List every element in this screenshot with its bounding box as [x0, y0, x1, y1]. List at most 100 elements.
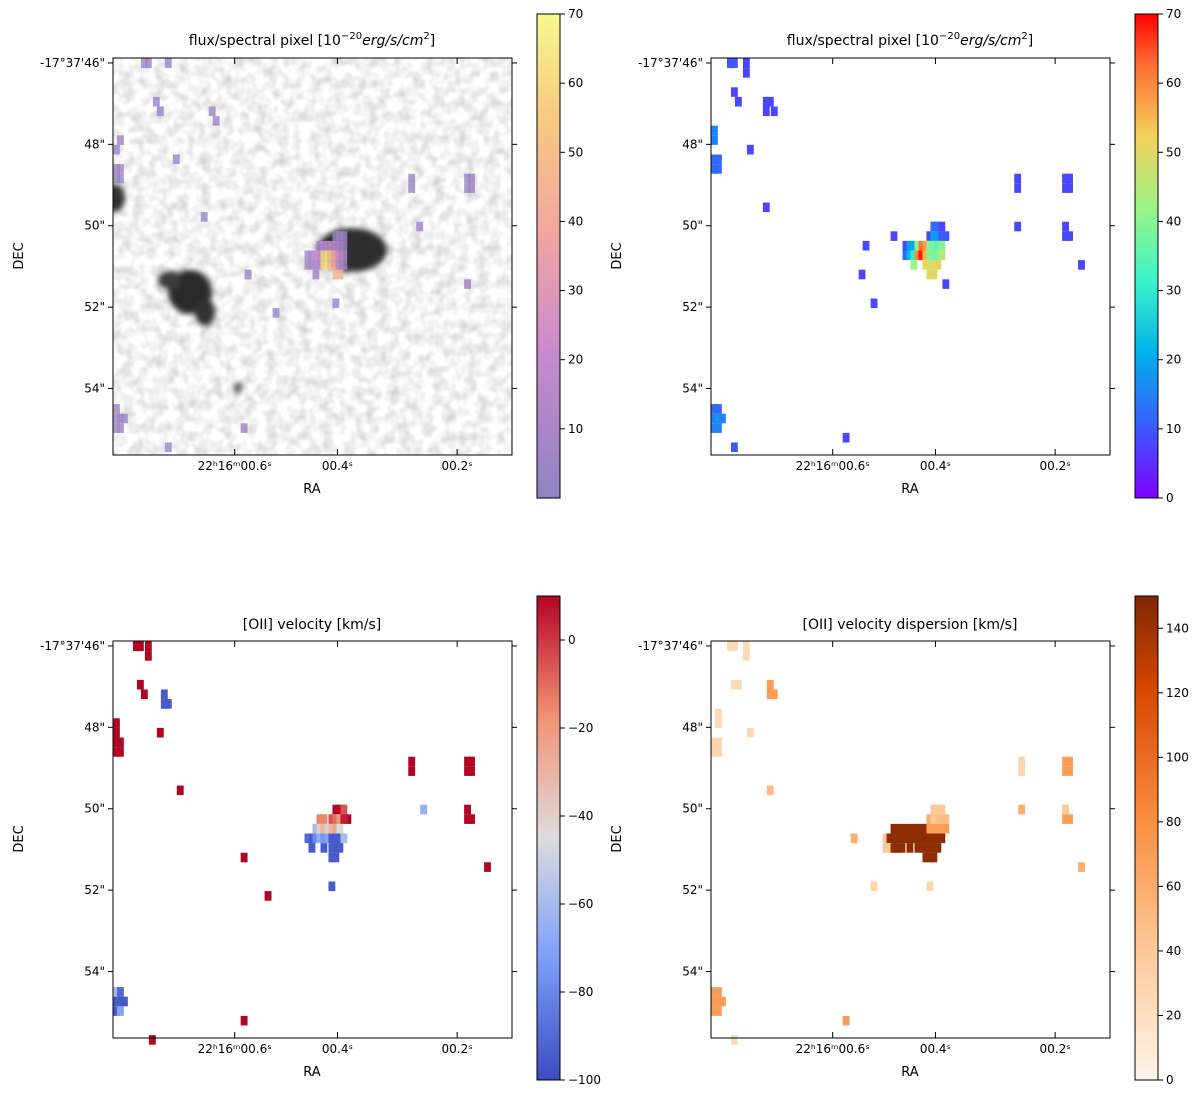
colorbar-tick-label: −20	[568, 721, 593, 735]
panel-flux-overlay: flux/spectral pixel [10−20erg/s/cm2] 22ʰ…	[12, 7, 583, 499]
map-pixel	[344, 814, 352, 824]
map-pixel	[464, 804, 471, 815]
map-pixel	[328, 250, 336, 261]
map-pixel	[1062, 183, 1069, 193]
map-pixel	[304, 250, 312, 261]
colorbar-tick-label: 140	[1166, 621, 1189, 635]
map-pixel	[922, 823, 930, 834]
colorbar-tick-label: 0	[1166, 491, 1174, 505]
map-pixel	[340, 260, 348, 270]
map-pixel	[1018, 756, 1026, 767]
map-pixel	[882, 833, 890, 844]
map-pixel	[730, 1035, 738, 1045]
map-pixel	[926, 260, 934, 270]
panel4-title: [OII] velocity dispersion [km/s]	[803, 617, 1018, 633]
map-pixel	[1066, 183, 1073, 193]
map-pixel	[918, 823, 926, 834]
map-pixel	[858, 269, 866, 280]
map-pixel	[714, 404, 722, 414]
x-tick-label: 22ʰ16ᵐ00.6ˢ	[198, 1042, 272, 1056]
colorbar-tick-label: 50	[1166, 145, 1181, 159]
colorbar-tick-label: −80	[568, 985, 593, 999]
map-pixel	[176, 785, 184, 796]
y-tick-label: -17°37'46"	[638, 639, 703, 653]
map-pixel	[1062, 221, 1069, 232]
map-pixel	[942, 231, 950, 241]
map-pixel	[714, 987, 722, 997]
map-pixel	[934, 823, 942, 834]
y-tick-label: 48"	[682, 137, 703, 151]
map-pixel	[113, 1006, 120, 1016]
map-pixel	[332, 814, 340, 824]
map-pixel	[1062, 173, 1069, 184]
map-pixel	[762, 106, 770, 117]
map-pixel	[464, 183, 471, 193]
colorbar-tick-label: 80	[1166, 815, 1181, 829]
map-pixel	[152, 96, 160, 107]
colorbar-tick-label: 60	[568, 76, 583, 90]
map-pixel	[711, 1006, 718, 1016]
map-pixel	[116, 987, 124, 997]
panel1-ylabel: DEC	[12, 242, 27, 269]
map-pixel	[714, 996, 722, 1007]
map-pixel	[930, 231, 938, 241]
map-pixel	[1014, 183, 1022, 193]
map-pixel	[922, 240, 930, 251]
map-pixel	[240, 1015, 248, 1026]
map-pixel	[711, 135, 718, 145]
panel4-ylabel: DEC	[610, 825, 625, 852]
map-pixel	[898, 823, 906, 834]
map-pixel	[938, 814, 946, 824]
map-pixel	[934, 843, 942, 853]
panel1-colorbar	[536, 13, 561, 499]
map-pixel	[324, 250, 332, 261]
map-pixel	[714, 1006, 722, 1016]
map-pixel	[408, 766, 416, 776]
map-pixel	[726, 58, 734, 69]
panel2-colorbar-ticks: 0 10 20 30 40 50 60 70	[1158, 7, 1181, 505]
map-pixel	[156, 727, 164, 738]
panel4-axes-frame	[710, 640, 1111, 1039]
map-pixel	[766, 689, 774, 700]
map-pixel	[930, 240, 938, 251]
map-pixel	[934, 804, 942, 815]
panel2-pixel-layer	[711, 58, 1085, 453]
map-pixel	[711, 164, 718, 174]
map-pixel	[926, 269, 934, 280]
map-pixel	[766, 785, 774, 796]
map-pixel	[926, 843, 934, 853]
map-pixel	[730, 679, 738, 690]
map-pixel	[336, 843, 344, 853]
map-pixel	[746, 144, 754, 155]
map-pixel	[926, 231, 934, 241]
map-pixel	[938, 804, 946, 815]
panel3-ylabel: DEC	[12, 825, 27, 852]
map-pixel	[336, 814, 344, 824]
x-tick-label: 22ʰ16ᵐ00.6ˢ	[796, 1042, 870, 1056]
y-tick-label: 50"	[682, 802, 703, 816]
map-pixel	[870, 298, 878, 309]
colorbar-tick-label: 50	[568, 145, 583, 159]
map-pixel	[711, 423, 718, 433]
map-pixel	[930, 260, 938, 270]
map-pixel	[340, 231, 348, 241]
map-pixel	[328, 260, 336, 270]
y-tick-label: -17°37'46"	[638, 56, 703, 70]
panel3-colorbar-ticks: 0 −20 −40 −60 −80 −100	[560, 633, 601, 1087]
panel3-colorbar	[536, 595, 561, 1081]
map-pixel	[340, 804, 348, 815]
map-pixel	[316, 823, 324, 834]
map-pixel	[332, 843, 340, 853]
map-pixel	[1066, 814, 1073, 824]
map-pixel	[416, 221, 424, 232]
x-tick-label: 22ʰ16ᵐ00.6ˢ	[198, 459, 272, 473]
map-pixel	[726, 641, 734, 652]
map-pixel	[116, 164, 124, 174]
y-tick-label: 48"	[682, 720, 703, 734]
map-pixel	[340, 814, 348, 824]
map-pixel	[336, 804, 344, 815]
map-pixel	[766, 679, 774, 690]
map-pixel	[842, 432, 850, 443]
map-pixel	[304, 833, 312, 844]
map-pixel	[930, 250, 938, 261]
